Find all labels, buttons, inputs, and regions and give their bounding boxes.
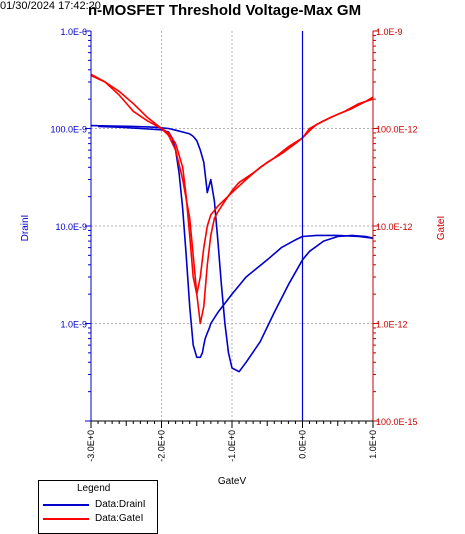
chart-title: n-MOSFET Threshold Voltage-Max GM [88,2,362,19]
legend-label-drain: Data:DrainI [95,499,146,510]
gate-current-line-3 [90,73,374,325]
left-y-axis-label: DrainI [20,215,31,242]
x-tick-label: -2.0E+0 [157,430,167,462]
legend-title: Legend [77,483,111,494]
x-tick-label: 1.0E+0 [368,430,378,459]
right-tick-label: 100.0E-12 [376,125,418,135]
tick-labels: -3.0E+0 -2.0E+0 -1.0E+0 0.0E+0 1.0E+0 1.0E-6 1… [50,27,417,462]
left-tick-label: 10.0E-9 [55,222,87,232]
legend: Legend Data:DrainI Data:GateI [38,480,158,534]
legend-swatch-gate [43,518,89,520]
right-y-axis-label: GateI [436,216,447,240]
right-tick-label: 100.0E-15 [376,417,418,427]
x-axis-label: GateV [218,476,247,487]
axes [90,31,374,422]
x-tick-label: 0.0E+0 [298,430,308,459]
grid [91,31,373,421]
right-tick-label: 1.0E-12 [376,320,408,330]
x-tick-label: -1.0E+0 [227,430,237,462]
legend-label-gate: Data:GateI [95,513,144,524]
right-tick-label: 1.0E-9 [376,27,403,37]
left-tick-label: 100.0E-9 [50,125,87,135]
legend-swatch-drain [43,504,89,506]
right-tick-label: 10.0E-12 [376,222,413,232]
left-tick-label: 1.0E-9 [60,320,87,330]
x-tick-label: -3.0E+0 [86,430,96,462]
timestamp: 01/30/2024 17:42:20 [0,0,101,12]
drain-current-line-0 [98,125,374,359]
left-tick-label: 1.0E-6 [60,27,87,37]
drain-current-line-1 [90,124,374,373]
series-lines [90,73,374,373]
